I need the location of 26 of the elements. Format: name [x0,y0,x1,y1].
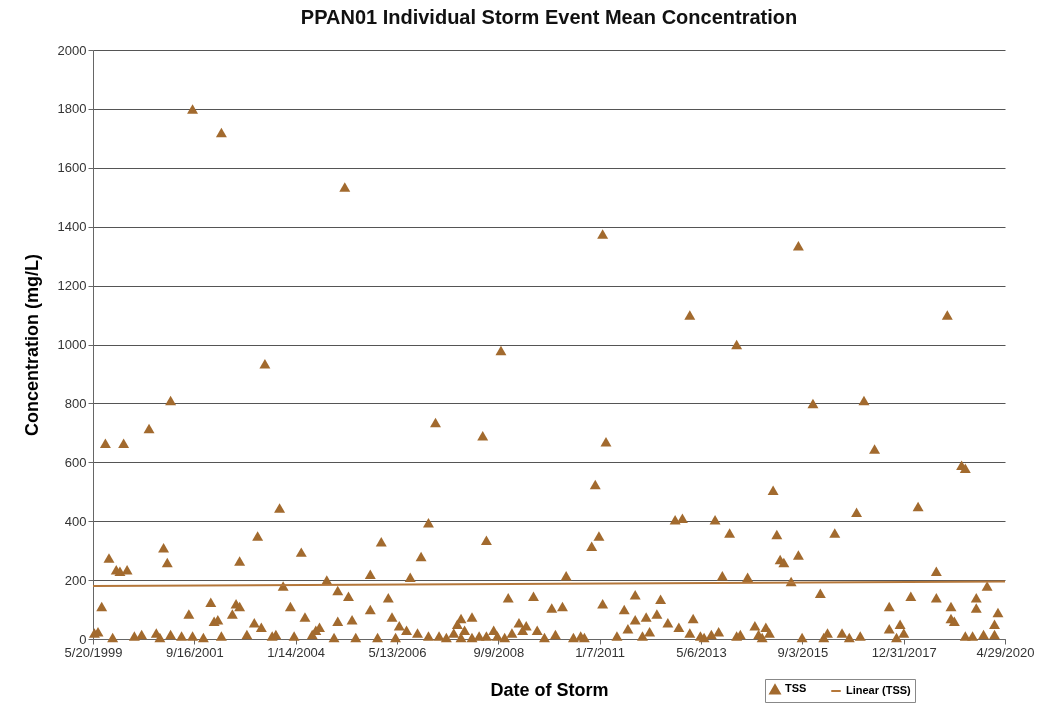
y-tick-label: 1400 [57,219,87,235]
x-tick-label: 5/13/2006 [368,644,427,660]
y-tick-label: 0 [79,631,87,647]
y-tick-label: 400 [64,513,87,529]
y-tick-label: 1000 [57,337,87,352]
x-tick-label: 1/7/2011 [575,644,625,660]
y-tick-label: 800 [64,395,87,411]
chart-title: PPAN01 Individual Storm Event Mean Concentration [300,6,798,28]
x-axis-title: Date of Storm [490,679,609,700]
y-tick-label: 600 [64,454,87,470]
y-tick-label: 1200 [57,278,87,294]
x-tick-label: 1/14/2004 [267,644,326,660]
x-tick-label: 9/9/2008 [473,644,525,660]
y-tick-label: 1800 [57,101,87,117]
y-tick-label: 200 [64,572,87,588]
x-tick-label: 4/29/2020 [976,644,1035,660]
y-axis-title: Concentration (mg/L) [21,254,42,436]
x-tick-label: 9/3/2015 [777,644,829,660]
x-tick-label: 5/20/1999 [64,644,123,660]
x-tick-label: 5/6/2013 [676,644,727,660]
legend-label: Linear (TSS) [846,684,912,696]
legend-label: TSS [785,682,807,695]
x-tick-label: 9/16/2001 [165,644,224,660]
y-tick-label: 1600 [57,160,87,176]
y-tick-label: 2000 [57,42,87,58]
x-tick-label: 12/31/2017 [871,644,937,660]
